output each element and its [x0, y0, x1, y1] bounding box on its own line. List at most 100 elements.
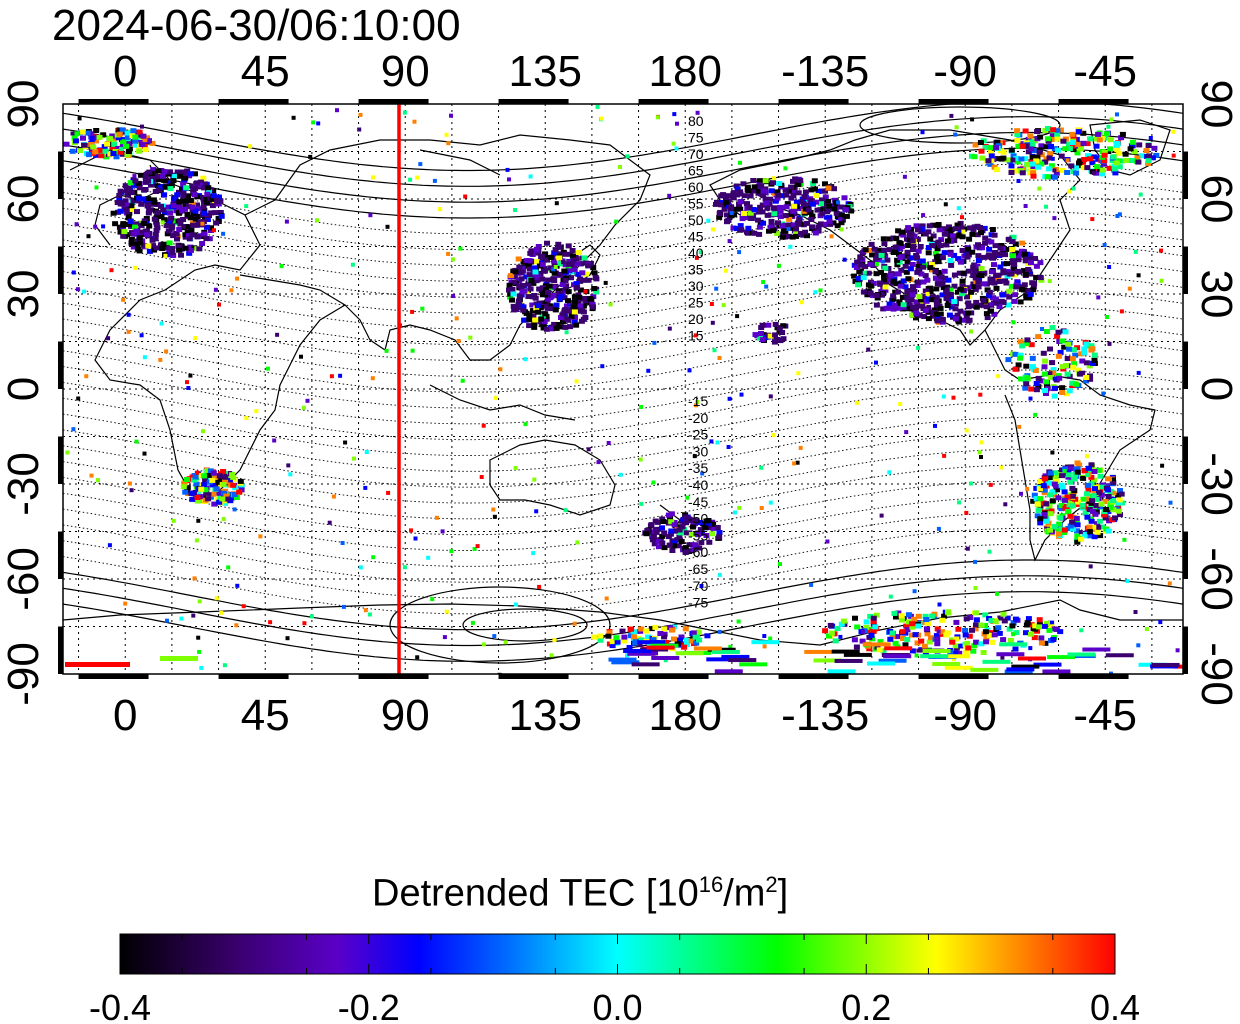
tec-pixel	[738, 227, 745, 233]
tec-pixel	[572, 315, 578, 320]
tec-pixel	[737, 191, 744, 197]
lon-tick-label: -135	[781, 691, 869, 740]
tec-pixel	[1127, 286, 1132, 291]
tec-pixel	[971, 154, 978, 160]
tec-pixel	[627, 633, 634, 639]
tec-pixel	[412, 119, 417, 124]
tec-pixel	[969, 249, 976, 255]
tec-pixel	[672, 528, 679, 534]
contour-line	[63, 559, 1183, 631]
tec-pixel	[1030, 173, 1037, 179]
tec-pixel	[525, 294, 532, 299]
tec-pixel	[914, 653, 919, 658]
tec-pixel	[586, 447, 591, 452]
tec-pixel	[145, 243, 152, 249]
tec-pixel	[1110, 507, 1117, 513]
tec-pixel	[961, 317, 968, 323]
tec-pixel	[788, 244, 793, 249]
tec-pixel	[86, 234, 91, 239]
tec-pixel	[1107, 265, 1112, 269]
tec-pixel	[790, 208, 797, 214]
tec-pixel	[309, 614, 314, 619]
tec-pixel	[1088, 474, 1095, 480]
tec-pixel	[341, 604, 346, 609]
tec-pixel	[1057, 629, 1064, 635]
tec-pixel	[731, 206, 738, 212]
tec-pixel	[970, 273, 977, 278]
tec-pixel	[735, 314, 740, 319]
tec-pixel	[1038, 640, 1045, 646]
tec-pixel	[163, 253, 168, 258]
tec-pixel	[183, 185, 190, 191]
tec-pixel	[1033, 275, 1040, 280]
tec-pixel	[909, 312, 915, 318]
tec-pixel	[959, 283, 966, 289]
tec-pixel	[167, 210, 174, 216]
tec-pixel	[1105, 476, 1111, 482]
tec-pixel	[352, 456, 356, 461]
tec-pixel	[200, 195, 206, 201]
tec-pixel	[775, 220, 781, 226]
frame-bar	[218, 674, 289, 679]
tec-pixel	[860, 275, 867, 281]
tec-pixel	[934, 311, 940, 317]
tec-pixel	[193, 222, 200, 228]
tec-pixel	[671, 540, 678, 546]
tec-pixel	[540, 325, 547, 331]
tec-pixel	[999, 292, 1006, 298]
tec-pixel	[1028, 386, 1035, 392]
contour-label: -65	[688, 561, 708, 577]
tec-pixel	[775, 192, 782, 198]
tec-pixel	[788, 184, 795, 190]
tec-pixel	[952, 306, 959, 312]
tec-pixel	[1090, 217, 1095, 222]
tec-pixel	[854, 624, 861, 630]
tec-pixel	[1017, 656, 1046, 661]
tec-pixel	[585, 263, 592, 269]
tec-pixel	[1049, 133, 1056, 139]
tec-pixel	[973, 559, 978, 564]
tec-pixel	[826, 203, 833, 209]
tec-pixel	[827, 221, 834, 227]
tec-pixel	[518, 276, 525, 282]
tec-pixel	[692, 542, 699, 548]
tec-pixel	[934, 281, 941, 287]
tec-pixel	[599, 116, 604, 121]
tec-pixel	[730, 190, 737, 196]
tec-pixel	[864, 292, 871, 298]
tec-pixel	[1129, 158, 1136, 163]
tec-pixel	[216, 476, 223, 482]
tec-pixel	[102, 148, 109, 154]
tec-pixel	[1020, 287, 1027, 293]
lat-tick-label: 60	[1192, 175, 1240, 224]
tec-pixel	[914, 303, 921, 309]
tec-pixel	[1017, 424, 1022, 429]
tec-pixel	[1062, 505, 1069, 511]
tec-pixel	[1041, 371, 1048, 377]
tec-pixel	[618, 165, 622, 169]
tec-pixel	[1028, 260, 1034, 266]
tec-pixel	[876, 247, 883, 253]
tec-pixel	[1107, 341, 1112, 346]
tec-pixel	[810, 201, 816, 207]
tec-pixel	[519, 283, 526, 288]
tec-pixel	[1011, 320, 1016, 325]
tec-pixel	[1088, 502, 1095, 508]
tec-pixel	[140, 124, 144, 129]
tec-pixel	[889, 634, 896, 640]
frame-tick-bars	[58, 99, 1188, 679]
tec-pixel	[1058, 503, 1065, 508]
tec-pixel	[1000, 268, 1007, 274]
tec-pixel	[900, 232, 907, 238]
tec-pixel	[915, 623, 922, 629]
tec-pixel	[762, 644, 767, 649]
lon-tick-label: -135	[781, 47, 869, 96]
tec-pixel	[512, 269, 519, 275]
tec-pixel	[531, 551, 536, 556]
tec-pixel	[1053, 527, 1060, 533]
tec-pixel	[201, 473, 208, 479]
tec-pixel	[706, 218, 711, 223]
tec-pixel	[1067, 479, 1074, 485]
tec-pixel	[1068, 163, 1075, 169]
tec-pixel	[676, 534, 683, 540]
